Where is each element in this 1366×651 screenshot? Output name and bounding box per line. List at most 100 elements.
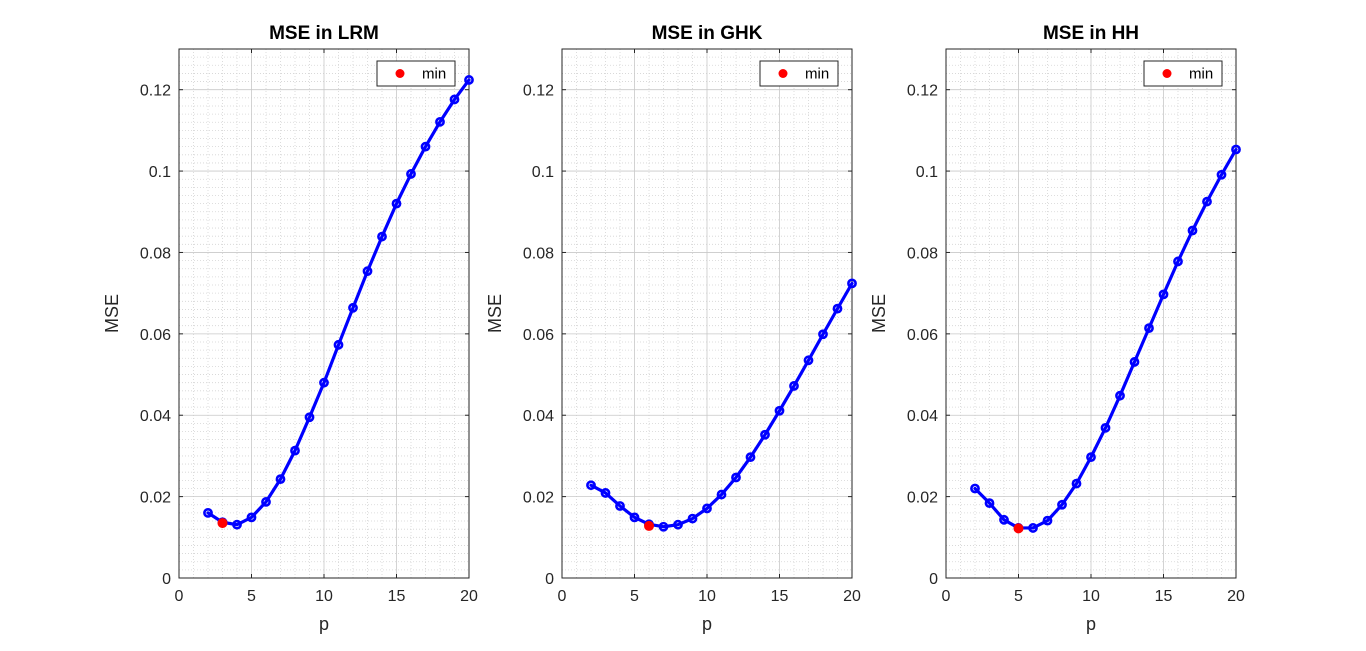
data-point — [745, 452, 756, 463]
y-tick-label: 0.08 — [907, 245, 938, 262]
y-tick-label: 0.1 — [149, 164, 171, 181]
x-tick-label: 0 — [942, 588, 951, 605]
data-point — [687, 513, 698, 524]
data-point — [290, 445, 300, 456]
x-tick-label: 10 — [315, 588, 333, 605]
y-axis-label: MSE — [102, 294, 122, 333]
y-tick-label: 0.02 — [907, 490, 938, 507]
data-point — [362, 266, 373, 277]
data-point — [847, 278, 857, 289]
data-point — [1173, 256, 1183, 267]
x-tick-label: 5 — [630, 588, 639, 605]
data-point — [731, 472, 741, 483]
min-point — [1013, 523, 1024, 534]
y-tick-label: 0.08 — [140, 245, 171, 262]
data-point — [435, 116, 445, 127]
x-tick-label: 10 — [698, 588, 716, 605]
data-point — [391, 198, 402, 209]
data-point — [803, 355, 814, 366]
x-tick-label: 5 — [1014, 588, 1023, 605]
y-tick-label: 0.04 — [907, 408, 938, 425]
y-tick-label: 0.12 — [907, 83, 938, 100]
data-point — [1231, 144, 1241, 155]
data-point — [246, 512, 257, 523]
y-tick-label: 0.08 — [523, 245, 554, 262]
x-axis-label: p — [702, 614, 712, 634]
y-tick-label: 0.1 — [532, 164, 554, 181]
x-tick-label: 5 — [247, 588, 256, 605]
data-point — [333, 339, 344, 350]
y-tick-label: 0.1 — [916, 164, 938, 181]
data-point — [1042, 515, 1053, 526]
data-point — [774, 405, 785, 416]
y-tick-label: 0 — [929, 571, 938, 588]
chart-panel-2: 0 5 10 15 20 0 0.02 0.04 0.06 0.08 0.1 0.12 MSE in G… — [485, 23, 861, 634]
chart-title: MSE in HH — [1043, 23, 1139, 44]
data-point — [1057, 499, 1067, 510]
legend-marker — [778, 69, 788, 78]
data-point — [716, 489, 727, 500]
data-point — [1129, 357, 1140, 367]
x-tick-label: 20 — [843, 588, 861, 605]
data-point — [406, 169, 416, 179]
y-tick-label: 0.12 — [523, 83, 554, 100]
data-point — [658, 521, 669, 532]
x-tick-label: 15 — [1155, 588, 1173, 605]
min-point — [217, 518, 228, 529]
legend-box — [759, 60, 839, 87]
legend-marker — [1162, 69, 1172, 78]
y-axis-label: MSE — [869, 294, 889, 333]
y-tick-label: 0 — [162, 571, 171, 588]
data-point — [319, 377, 329, 388]
data-point — [832, 303, 843, 314]
data-point — [970, 483, 980, 494]
data-point — [1115, 390, 1125, 401]
y-tick-label: 0.04 — [140, 408, 171, 425]
x-tick-label: 10 — [1082, 588, 1100, 605]
x-tick-label: 0 — [558, 588, 567, 605]
data-point — [629, 512, 640, 523]
y-tick-label: 0.06 — [140, 327, 171, 344]
data-point — [600, 488, 611, 498]
data-point — [818, 329, 828, 340]
data-point — [377, 231, 387, 242]
data-point — [1187, 225, 1198, 236]
legend-label: min — [1189, 66, 1213, 83]
data-point — [760, 429, 770, 440]
min-point — [644, 520, 654, 531]
data-point — [304, 412, 315, 423]
x-tick-label: 20 — [1227, 588, 1245, 605]
y-tick-label: 0 — [545, 571, 554, 588]
x-axis-label: p — [319, 614, 329, 634]
chart-title: MSE in LRM — [269, 23, 379, 44]
chart-panel-3: 0 5 10 15 20 0 0.02 0.04 0.06 0.08 0.1 0.12 MSE in H… — [869, 23, 1245, 634]
x-axis-label: p — [1086, 614, 1096, 634]
y-axis-label: MSE — [485, 294, 505, 333]
legend-box — [376, 60, 456, 87]
data-point — [232, 519, 242, 530]
data-point — [203, 507, 213, 518]
x-tick-label: 0 — [175, 588, 184, 605]
data-point — [615, 501, 625, 511]
legend-label: min — [805, 66, 829, 83]
y-tick-label: 0.12 — [140, 83, 171, 100]
data-point — [999, 514, 1009, 525]
chart-panel-1: 0 5 10 15 20 0 0.02 0.04 0.06 0.08 0.1 0.12 MSE in L… — [102, 23, 478, 634]
data-point — [673, 519, 683, 530]
series-line — [589, 281, 854, 529]
data-point — [702, 503, 712, 514]
data-point — [1144, 323, 1154, 334]
x-tick-label: 20 — [460, 588, 478, 605]
y-tick-label: 0.06 — [523, 327, 554, 344]
data-point — [586, 480, 596, 491]
chart-title: MSE in GHK — [652, 23, 763, 44]
legend-label: min — [422, 66, 446, 83]
series-line — [206, 78, 471, 527]
data-point — [1086, 452, 1096, 463]
data-point — [1158, 289, 1169, 300]
y-tick-label: 0.02 — [140, 490, 171, 507]
y-tick-label: 0.02 — [523, 490, 554, 507]
legend-marker — [395, 69, 405, 78]
data-point — [1028, 523, 1038, 533]
data-point — [1202, 196, 1212, 207]
